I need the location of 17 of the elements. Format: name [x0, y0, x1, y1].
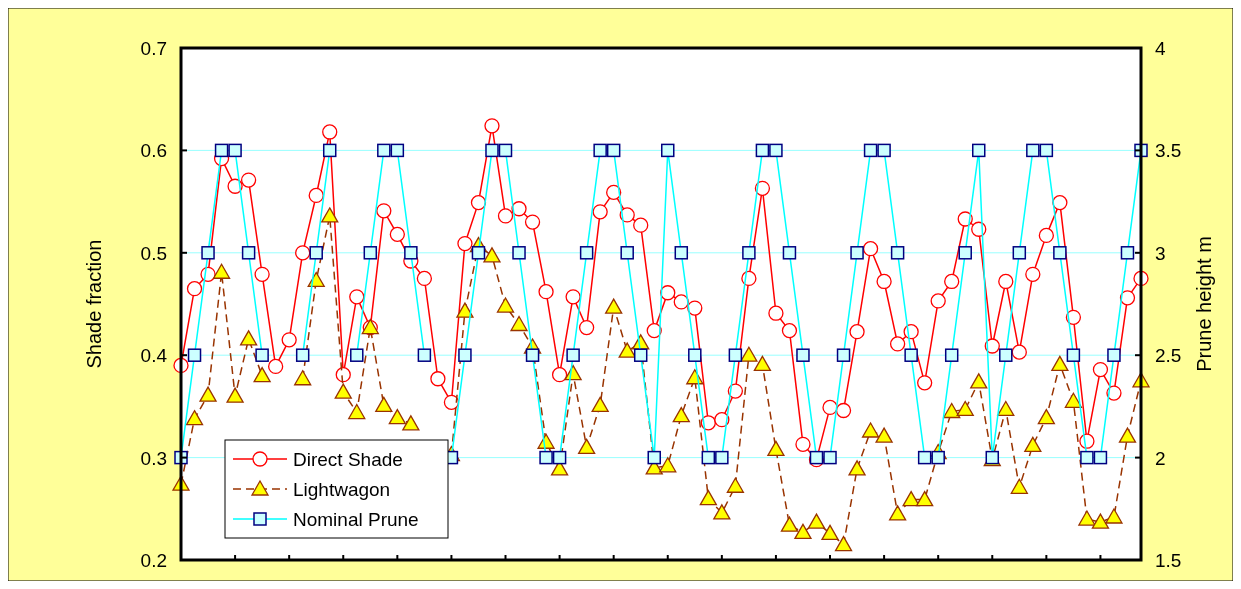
y2-tick-label: 3 — [1155, 242, 1166, 264]
y2-tick-label: 2 — [1155, 447, 1166, 469]
y2-tick-label: 3.5 — [1155, 140, 1182, 162]
y-tick-label: 0.7 — [140, 38, 167, 59]
y-axis-title: Shade fraction — [83, 239, 105, 369]
legend-label: Nominal Prune — [293, 509, 419, 530]
legend-label: Direct Shade — [293, 449, 403, 470]
y2-tick-label: 1.5 — [1155, 550, 1182, 571]
y-tick-label: 0.6 — [140, 140, 167, 162]
y2-tick-label: 4 — [1155, 38, 1166, 59]
y-tick-label: 0.3 — [140, 447, 167, 469]
y-tick-label: 0.2 — [140, 550, 167, 571]
y-tick-label: 0.5 — [140, 242, 167, 264]
y-tick-label: 0.4 — [140, 345, 168, 367]
y2-tick-label: 2.5 — [1155, 345, 1182, 367]
legend-label: Lightwagon — [293, 479, 391, 500]
y2-axis-title: Prune height m — [1193, 236, 1215, 372]
